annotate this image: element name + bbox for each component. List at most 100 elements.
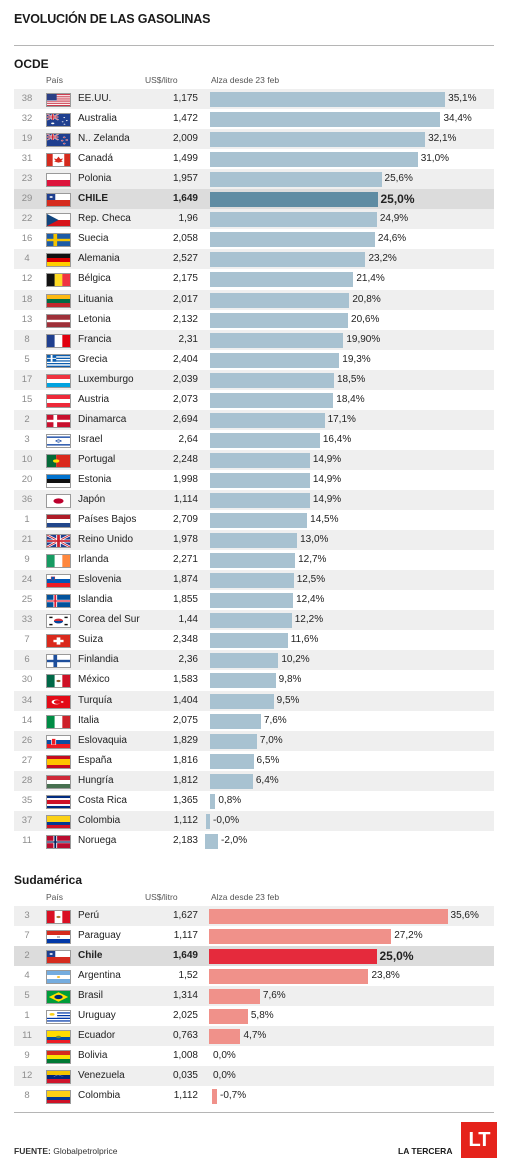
price-value: 2,175 <box>172 273 198 285</box>
flag-icon-at <box>46 393 71 408</box>
bar <box>210 773 253 789</box>
bar <box>210 232 375 248</box>
bar-value-label: -0,7% <box>220 1090 247 1102</box>
bar-value-label: 0,0% <box>213 1070 236 1082</box>
table-row: 2 Chile 1,649 25,0% <box>14 946 494 967</box>
flag-icon-nl <box>46 514 71 529</box>
bar <box>210 412 325 428</box>
bar-value-label: 6,5% <box>256 754 280 766</box>
flag-icon-cl <box>46 950 71 965</box>
source-label: FUENTE: <box>14 1146 51 1156</box>
bar <box>210 633 288 649</box>
bar-value-label: -2,0% <box>221 834 248 846</box>
bar <box>210 392 334 408</box>
price-value: 1,583 <box>172 674 198 686</box>
table-row: 23 Polonia 1,957 25,6% <box>14 169 494 190</box>
bar-value-label: 34,4% <box>443 113 472 125</box>
rank: 4 <box>24 970 30 982</box>
flag-icon-dk <box>46 413 71 428</box>
price-value: 1,816 <box>172 754 198 766</box>
bar-value-label: 23,2% <box>368 253 397 265</box>
country-name: Bélgica <box>78 273 111 285</box>
bar-value-label: 21,4% <box>356 273 385 285</box>
price-value: 0,763 <box>172 1030 198 1042</box>
country-name: Corea del Sur <box>78 614 140 626</box>
table-row: 35 Costa Rica 1,365 0,8% <box>14 791 494 811</box>
flag-icon-tr <box>46 694 71 709</box>
bar <box>210 593 294 609</box>
table-row: 16 Suecia 2,058 24,6% <box>14 229 494 249</box>
flag-icon-ee <box>46 473 71 488</box>
table-row: 29 CHILE 1,649 25,0% <box>14 189 494 210</box>
country-name: Austria <box>78 393 110 405</box>
country-name: Estonia <box>78 473 112 485</box>
price-value: 1,365 <box>172 794 198 806</box>
price-value: 2,132 <box>172 313 198 325</box>
bar-value-label: 20,8% <box>352 293 381 305</box>
flag-icon-uy <box>46 1010 71 1025</box>
rank: 5 <box>24 353 30 365</box>
bar <box>210 92 446 107</box>
bar <box>210 753 254 769</box>
bar-value-label: 4,7% <box>243 1030 267 1042</box>
rank: 6 <box>24 654 30 666</box>
country-name: Suiza <box>78 634 104 646</box>
price-value: 1,44 <box>178 614 198 626</box>
bar <box>210 352 340 368</box>
rank: 22 <box>21 213 33 225</box>
rank: 31 <box>21 153 33 165</box>
title-divider <box>14 45 494 46</box>
country-name: México <box>78 674 110 686</box>
country-name: Finlandia <box>78 654 119 666</box>
rank: 27 <box>21 754 33 766</box>
bar-value-label: 20,6% <box>351 313 380 325</box>
price-value: 2,075 <box>172 714 198 726</box>
bar-value-label: 35,6% <box>450 910 479 921</box>
flag-icon-se <box>46 233 71 248</box>
page-title: EVOLUCIÓN DE LAS GASOLINAS <box>14 12 211 26</box>
rank: 38 <box>21 93 33 104</box>
bar-value-label: 12,2% <box>294 614 324 626</box>
bar-value-label: 7,6% <box>263 714 287 726</box>
table-row: 1 Uruguay 2,025 5,8% <box>14 1006 494 1026</box>
price-value: 1,114 <box>173 494 198 505</box>
price-value: 2,64 <box>178 433 198 445</box>
rank: 35 <box>21 794 33 806</box>
country-name: Eslovaquia <box>78 734 127 746</box>
rank: 25 <box>21 594 33 606</box>
flag-icon-fi <box>46 654 71 669</box>
table-row: 9 Irlanda 2,271 12,7% <box>14 550 494 570</box>
bar-value-label: 35,1% <box>448 93 477 104</box>
country-name: Irlanda <box>78 554 109 566</box>
rank: 12 <box>21 273 33 285</box>
bar <box>210 472 310 488</box>
rank: 7 <box>24 634 30 646</box>
country-name: Suecia <box>78 233 109 245</box>
flag-icon-py <box>46 930 71 945</box>
table-row: 24 Eslovenia 1,874 12,5% <box>14 570 494 591</box>
rank: 3 <box>24 910 30 921</box>
rank: 34 <box>21 694 33 706</box>
rank: 8 <box>24 1090 30 1102</box>
price-value: 2,31 <box>178 333 198 345</box>
bar-value-label: 31,0% <box>420 153 450 165</box>
section-title: Sudamérica <box>14 873 83 887</box>
bar-value-label: 0,8% <box>218 794 242 806</box>
price-value: 2,271 <box>172 554 198 566</box>
rank: 1 <box>24 514 30 526</box>
brand-logo: LT <box>461 1122 497 1158</box>
country-name: Colombia <box>78 1090 121 1102</box>
price-value: 1,008 <box>172 1050 198 1062</box>
bar <box>206 813 210 829</box>
price-value: 1,404 <box>172 694 198 706</box>
flag-icon-bo <box>46 1050 71 1065</box>
flag-icon-au <box>46 113 71 128</box>
table-row: 8 Francia 2,31 19,90% <box>14 329 494 350</box>
bar-value-label: 25,0% <box>380 192 415 207</box>
country-name: Letonia <box>78 313 111 325</box>
rank: 33 <box>21 614 33 626</box>
table-row: 13 Letonia 2,132 20,6% <box>14 310 494 330</box>
table-row: 26 Eslovaquia 1,829 7,0% <box>14 730 494 751</box>
rank: 10 <box>21 453 33 465</box>
bar <box>210 693 274 709</box>
